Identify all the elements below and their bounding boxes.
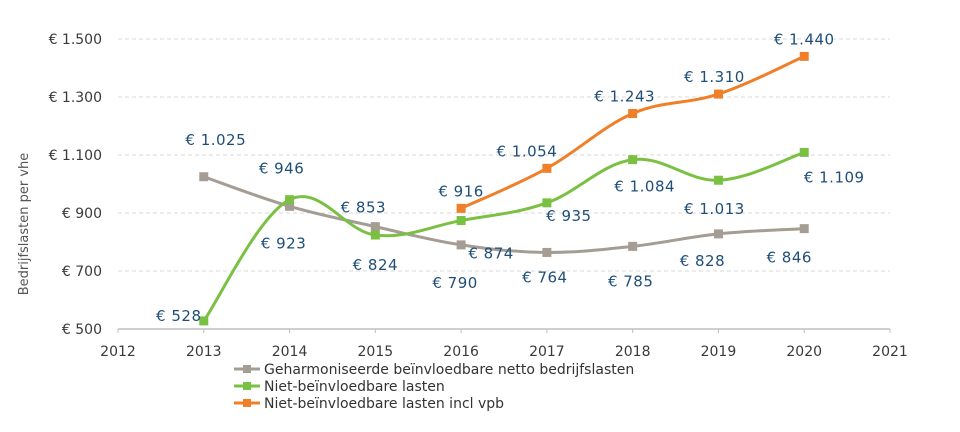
data-label: € 946 <box>259 160 304 178</box>
data-point <box>713 229 723 239</box>
data-point <box>456 240 466 250</box>
y-tick-label: € 1.100 <box>49 148 102 164</box>
data-label: € 1.025 <box>185 131 246 149</box>
data-point <box>628 241 638 251</box>
data-label: € 935 <box>546 207 591 225</box>
data-point <box>799 224 809 234</box>
legend: Geharmoniseerde beïnvloedbare netto bedr… <box>234 362 634 412</box>
legend-item: Niet-beïnvloedbare lasten incl vpb <box>234 396 504 412</box>
data-label: € 1.109 <box>804 168 865 186</box>
series-2 <box>199 147 809 326</box>
y-axis-label: Bedrijfslasten per vhe <box>17 153 32 296</box>
x-tick-label: 2013 <box>186 344 222 360</box>
x-tick-label: 2018 <box>615 344 651 360</box>
legend-swatch-marker <box>243 365 251 373</box>
data-label: € 923 <box>261 234 306 252</box>
data-point <box>799 147 809 157</box>
data-label: € 1.084 <box>614 178 675 196</box>
x-tick-label: 2020 <box>786 344 822 360</box>
x-tick-label: 2021 <box>872 344 908 360</box>
data-point <box>628 155 638 165</box>
x-tick-label: 2015 <box>358 344 394 360</box>
data-point <box>199 316 209 326</box>
data-label: € 874 <box>468 245 513 263</box>
data-label: € 1.054 <box>497 142 558 160</box>
data-label: € 1.440 <box>774 30 835 48</box>
data-point <box>456 216 466 226</box>
data-label: € 824 <box>353 256 398 274</box>
data-label: € 828 <box>680 252 725 270</box>
legend-item: Niet-beïnvloedbare lasten <box>234 379 445 395</box>
data-label: € 916 <box>438 182 483 200</box>
data-point <box>713 175 723 185</box>
data-point <box>285 201 295 211</box>
data-label: € 1.013 <box>684 200 745 218</box>
legend-label: Geharmoniseerde beïnvloedbare netto bedr… <box>264 362 634 378</box>
data-point <box>799 51 809 61</box>
data-label: € 764 <box>522 268 567 286</box>
data-point <box>542 198 552 208</box>
data-label: € 1.310 <box>684 68 745 86</box>
y-tick-label: € 1.300 <box>49 90 102 106</box>
data-point <box>370 230 380 240</box>
data-label: € 528 <box>156 307 201 325</box>
data-point <box>199 172 209 182</box>
x-tick-label: 2016 <box>443 344 479 360</box>
data-point <box>370 222 380 232</box>
x-tick-label: 2019 <box>701 344 737 360</box>
y-tick-label: € 500 <box>62 322 102 338</box>
series <box>199 51 809 326</box>
data-labels: € 1.025 € 923 € 853 € 790 € 764 € 785 € 828 € 8… <box>156 30 865 325</box>
data-point <box>713 89 723 99</box>
data-label: € 790 <box>432 274 477 292</box>
data-point <box>628 109 638 119</box>
data-label: € 853 <box>341 199 386 217</box>
x-tick-label: 2014 <box>272 344 308 360</box>
y-tick-label: € 900 <box>62 206 102 222</box>
data-label: € 846 <box>766 249 811 267</box>
legend-label: Niet-beïnvloedbare lasten <box>264 379 445 395</box>
y-tick-label: € 1.500 <box>49 32 102 48</box>
y-tick-label: € 700 <box>62 264 102 280</box>
x-tick-label: 2017 <box>529 344 565 360</box>
data-point <box>285 195 295 205</box>
series-1 <box>199 172 809 257</box>
legend-label: Niet-beïnvloedbare lasten incl vpb <box>264 396 504 412</box>
series-line <box>202 175 806 254</box>
axes: € 500 € 700 € 900 € 1.100 € 1.300 € 1.500 2012… <box>49 32 908 360</box>
data-point <box>542 163 552 173</box>
data-label: € 785 <box>608 272 653 290</box>
data-label: € 1.243 <box>594 88 655 106</box>
legend-item: Geharmoniseerde beïnvloedbare netto bedr… <box>234 362 634 378</box>
data-point <box>542 247 552 257</box>
x-tick-label: 2012 <box>100 344 136 360</box>
legend-swatch-marker <box>243 382 251 390</box>
data-point <box>456 203 466 213</box>
legend-swatch-marker <box>243 399 251 407</box>
series-3 <box>456 51 809 213</box>
